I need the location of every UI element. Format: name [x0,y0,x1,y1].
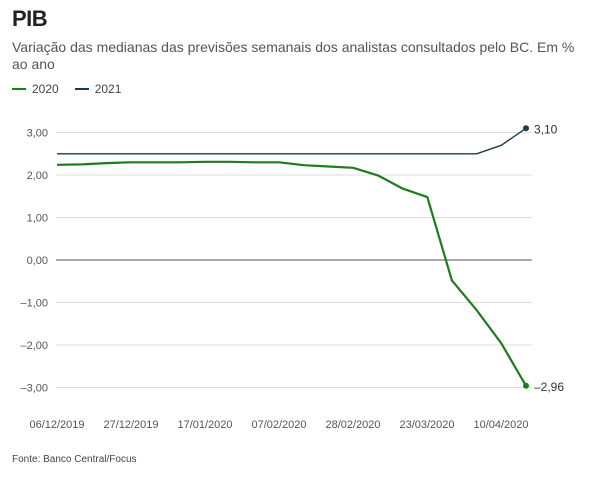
legend-swatch-2020 [12,88,26,90]
legend-label-2020: 2020 [32,82,59,96]
end-label-2021: 3,10 [534,122,558,136]
legend-label-2021: 2021 [94,82,122,96]
y-tick-label: –1,00 [20,298,48,310]
x-tick-label: 07/02/2020 [251,419,306,431]
y-tick-label: 2,00 [27,170,48,182]
x-tick-label: 28/02/2020 [325,419,380,431]
x-tick-label: 23/03/2020 [399,419,454,431]
y-tick-label: –2,00 [20,340,48,352]
end-label-2020: –2,96 [534,380,564,394]
x-tick-label: 17/01/2020 [177,419,232,431]
y-tick-label: 3,00 [27,128,48,140]
legend-item-2021[interactable]: 2021 [74,82,122,96]
legend: 2020 2021 [12,82,137,96]
x-tick-label: 10/04/2020 [473,419,528,431]
source-note: Fonte: Banco Central/Focus [12,454,137,465]
y-tick-label: 1,00 [27,213,48,225]
series-line-2021 [57,127,527,155]
legend-swatch-2021 [74,88,89,90]
chart-title: PIB [12,6,48,31]
y-tick-label: –3,00 [20,383,48,395]
legend-item-2020[interactable]: 2020 [12,82,59,96]
x-tick-label: 27/12/2019 [103,419,158,431]
x-tick-label: 06/12/2019 [29,419,84,431]
end-point-2021 [523,125,529,132]
chart-subtitle: Variação das medianas das previsões sema… [12,39,575,72]
series-line-2020 [56,160,527,387]
y-tick-label: 0,00 [27,255,48,267]
end-point-2020 [523,382,529,389]
